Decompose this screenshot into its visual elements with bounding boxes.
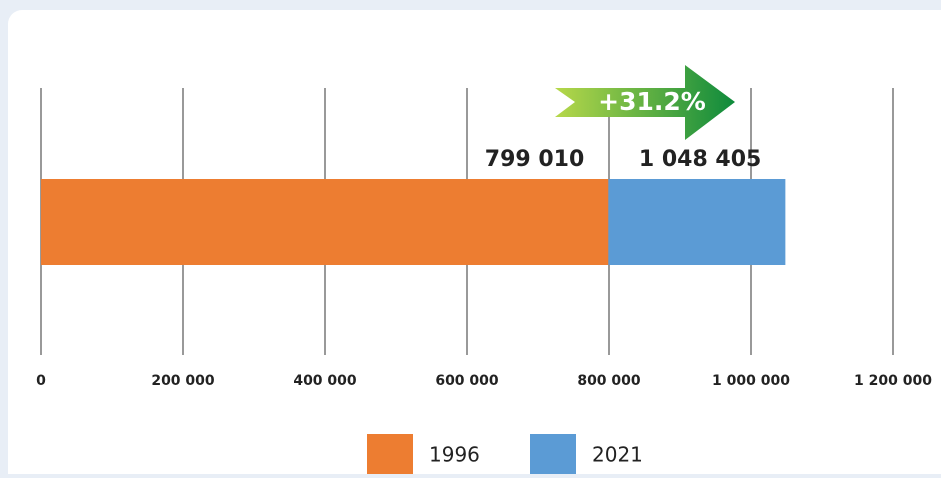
x-tick-label: 600 000 <box>435 373 499 389</box>
legend-label: 1996 <box>429 443 480 467</box>
x-tick-label: 1 200 000 <box>854 373 932 389</box>
bar <box>41 179 609 265</box>
value-label: 799 010 <box>485 147 585 172</box>
growth-annotation: +31.2% <box>598 87 706 116</box>
legend-label: 2021 <box>592 443 643 467</box>
x-tick-label: 800 000 <box>577 373 641 389</box>
value-label: 1 048 405 <box>639 147 761 172</box>
x-tick-label: 400 000 <box>293 373 357 389</box>
legend-swatch <box>367 434 413 474</box>
x-tick-label: 200 000 <box>151 373 215 389</box>
growth-arrow <box>555 65 735 140</box>
legend-swatch <box>530 434 576 474</box>
x-tick-label: 1 000 000 <box>712 373 790 389</box>
x-tick-label: 0 <box>36 373 46 389</box>
